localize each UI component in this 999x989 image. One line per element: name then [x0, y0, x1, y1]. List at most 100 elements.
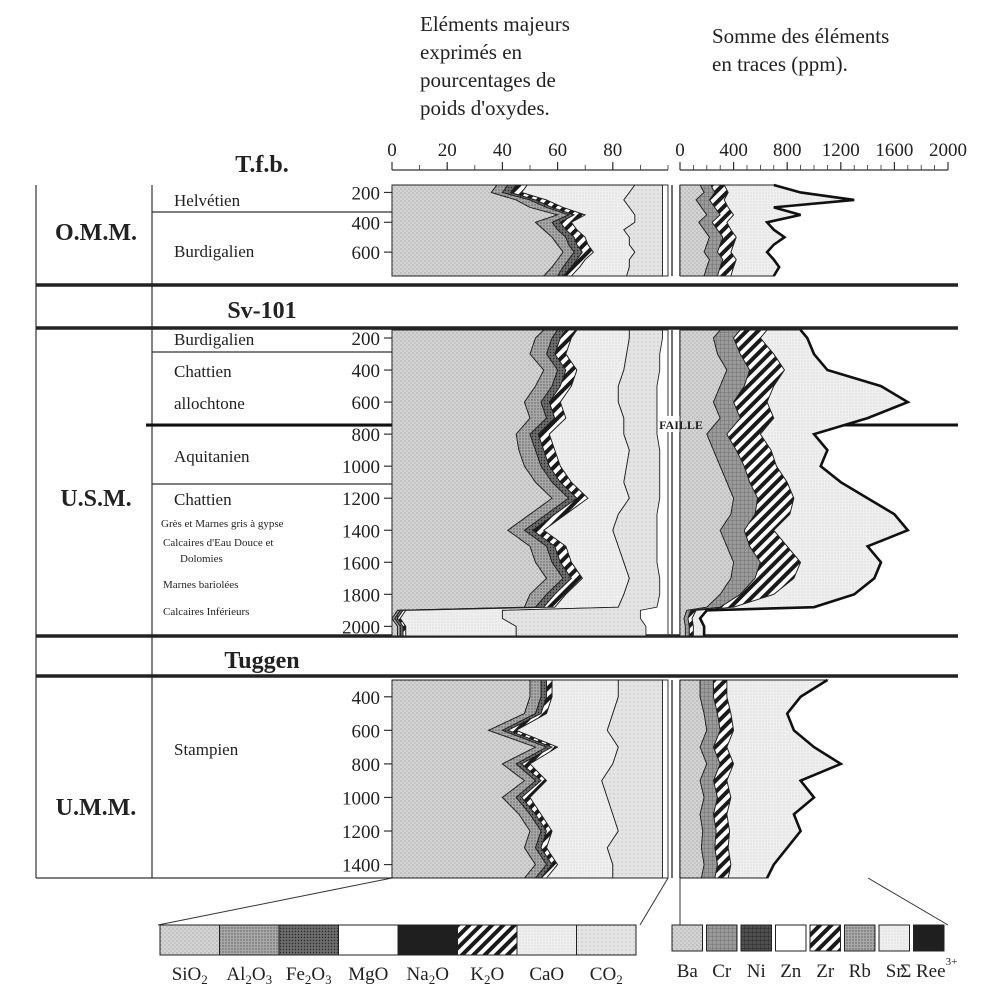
legend-trace-swatch [775, 924, 807, 952]
stage-label: Burdigalien [174, 330, 255, 349]
legend-trace-swatch [878, 924, 910, 952]
group-label: U.M.M. [56, 795, 137, 821]
major-tick-label: 40 [493, 140, 512, 161]
legend-major-swatch [219, 924, 280, 956]
stage-label: allochtone [174, 394, 245, 413]
legend-trace-label: Ni [747, 961, 766, 982]
stage-label: Aquitanien [174, 447, 250, 466]
major-area-co2 [501, 329, 663, 637]
depth-tick-label: 1000 [342, 457, 380, 478]
depth-tick-label: 800 [352, 425, 381, 446]
trace-elements-header: Somme des éléments en traces (ppm). [712, 22, 889, 78]
legend-trace-label: Σ Ree3+ [900, 956, 957, 982]
depth-tick-label: 400 [352, 213, 381, 234]
depth-tick-label: 400 [352, 361, 381, 382]
trace-area-sr [726, 679, 842, 879]
stage-label: Calcaires d'Eau Douce et [163, 537, 273, 549]
trace-header-line-2: en traces (ppm). [712, 52, 848, 76]
depth-tick-label: 200 [352, 329, 381, 350]
major-tick-label: 80 [603, 140, 622, 161]
section-title: Tuggen [224, 648, 299, 674]
stage-label: Marnes bariolées [163, 579, 238, 591]
depth-tick-label: 600 [352, 243, 381, 264]
depth-tick-label: 1600 [342, 553, 380, 574]
legend-connector-mid [639, 877, 669, 926]
trace-total-line [698, 329, 911, 636]
section-title: T.f.b. [235, 152, 289, 178]
legend-trace-swatch [740, 924, 772, 952]
legend-major-swatch [576, 924, 637, 956]
trace-header-line-1: Somme des éléments [712, 24, 890, 48]
major-header-line-2: exprimés en [420, 40, 523, 64]
depth-tick-label: 1200 [342, 822, 380, 843]
group-label: O.M.M. [55, 220, 137, 246]
stage-label: Chattien [174, 490, 232, 509]
major-header-line-3: pourcentages de [420, 68, 556, 92]
legend-major-label: SiO2 [172, 964, 208, 987]
depth-tick-label: 600 [352, 393, 381, 414]
legend-trace-swatch [913, 924, 945, 952]
major-header-line-4: poids d'oxydes. [420, 96, 550, 120]
legend-major-label: CO2 [590, 964, 623, 987]
stage-label: Chattien [174, 362, 232, 381]
stage-label: Helvétien [174, 191, 241, 210]
trace-tick-label: 800 [773, 140, 802, 161]
legend-trace-label: Ba [677, 961, 699, 982]
depth-tick-label: 1800 [342, 585, 380, 606]
trace-area-sr [723, 184, 855, 277]
trace-tick-label: 1200 [822, 140, 860, 161]
trace-tick-label: 1600 [875, 140, 913, 161]
chart-legend: SiO2 Al2O3 Fe2O3 MgO Na2O K2O CaO CO2 Ba Cr Ni Zn Zr… [157, 877, 957, 987]
major-tick-label: 60 [548, 140, 567, 161]
depth-tick-label: 1200 [342, 489, 380, 510]
depth-tick-label: 200 [352, 183, 381, 204]
depth-tick-label: 400 [352, 688, 381, 709]
legend-trace-swatch [671, 924, 703, 952]
fault-label: FAILLE [659, 418, 703, 432]
trace-total-line [764, 183, 855, 277]
chart-labels: 0 20 40 60 80 0 400 800 1200 1600 2000T.f.b.200400… [55, 140, 967, 877]
legend-major-label: K2O [470, 964, 504, 987]
legend-major-label: MgO [348, 964, 388, 985]
stage-label: Dolomies [180, 553, 223, 565]
legend-major-swatch [516, 924, 577, 956]
depth-tick-label: 800 [352, 755, 381, 776]
stage-label: Grès et Marnes gris à gypse [161, 518, 284, 530]
major-area-sio2 [391, 679, 537, 879]
legend-trace-label: Rb [849, 961, 871, 982]
chart-plots [391, 183, 911, 879]
legend-trace-swatch [706, 924, 738, 952]
group-label: U.S.M. [60, 486, 131, 512]
legend-major-label: Na2O [407, 964, 449, 987]
depth-tick-label: 1000 [342, 788, 380, 809]
stage-label: Burdigalien [174, 242, 255, 261]
stage-label: Calcaires Inférieurs [163, 606, 249, 618]
legend-trace-label: Zr [816, 961, 835, 982]
depth-tick-label: 1400 [342, 856, 380, 877]
major-area-co2 [623, 184, 663, 277]
depth-tick-label: 600 [352, 721, 381, 742]
legend-connector-right [867, 877, 949, 926]
legend-trace-swatch [844, 924, 876, 952]
depth-tick-label: 1400 [342, 521, 380, 542]
legend-major-label: CaO [529, 964, 564, 985]
trace-total-line [765, 678, 844, 879]
section-title: Sv-101 [227, 298, 296, 324]
trace-tick-label: 400 [719, 140, 748, 161]
legend-trace-label: Cr [712, 961, 732, 982]
major-header-line-1: Eléments majeurs [420, 12, 570, 36]
legend-major-swatch [457, 924, 518, 956]
depth-tick-label: 2000 [342, 617, 380, 638]
legend-major-label: Al2O3 [226, 964, 272, 987]
legend-major-swatch [338, 924, 399, 956]
major-elements-header: Eléments majeurs exprimés en pourcentage… [420, 10, 570, 122]
stage-label: Stampien [174, 740, 239, 759]
legend-major-swatch [397, 924, 458, 956]
major-tick-label: 20 [438, 140, 457, 161]
legend-trace-label: Zn [780, 961, 802, 982]
legend-connector-left [157, 877, 393, 926]
legend-trace-label: Sr [886, 961, 904, 982]
trace-tick-label: 2000 [929, 140, 967, 161]
legend-trace-swatch [809, 924, 841, 952]
